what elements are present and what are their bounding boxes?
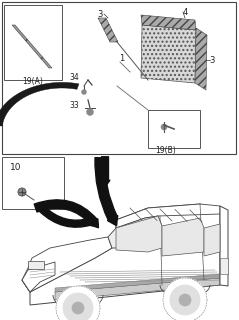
Text: 10: 10 bbox=[10, 163, 22, 172]
Polygon shape bbox=[22, 262, 55, 292]
Polygon shape bbox=[141, 15, 196, 30]
Circle shape bbox=[56, 286, 100, 320]
Bar bbox=[2, 2, 236, 154]
Polygon shape bbox=[141, 25, 196, 83]
Polygon shape bbox=[22, 237, 112, 292]
Circle shape bbox=[72, 302, 84, 314]
Text: 19(B): 19(B) bbox=[155, 146, 176, 155]
Bar bbox=[220, 258, 228, 274]
Bar bbox=[28, 261, 44, 269]
Text: 33: 33 bbox=[69, 100, 79, 109]
Polygon shape bbox=[108, 216, 162, 248]
Polygon shape bbox=[22, 204, 220, 305]
Polygon shape bbox=[195, 28, 207, 90]
Polygon shape bbox=[220, 206, 228, 286]
FancyArrowPatch shape bbox=[100, 157, 110, 187]
Polygon shape bbox=[55, 278, 220, 300]
Text: 34: 34 bbox=[69, 73, 79, 82]
Text: 3: 3 bbox=[97, 10, 103, 19]
Polygon shape bbox=[0, 83, 79, 126]
FancyArrowPatch shape bbox=[34, 200, 98, 228]
Polygon shape bbox=[116, 204, 220, 228]
Polygon shape bbox=[162, 218, 204, 256]
Text: 4: 4 bbox=[182, 8, 188, 17]
Polygon shape bbox=[12, 25, 52, 68]
Circle shape bbox=[87, 108, 93, 116]
Bar bbox=[2, 157, 64, 209]
FancyArrowPatch shape bbox=[40, 206, 98, 227]
Polygon shape bbox=[98, 18, 118, 42]
Polygon shape bbox=[116, 216, 162, 252]
Text: 3: 3 bbox=[209, 55, 215, 65]
Polygon shape bbox=[204, 224, 220, 256]
Circle shape bbox=[170, 285, 200, 315]
Circle shape bbox=[179, 294, 191, 306]
Circle shape bbox=[163, 278, 207, 320]
Bar bbox=[148, 110, 200, 148]
Bar bbox=[4, 5, 62, 80]
Circle shape bbox=[18, 188, 26, 196]
Circle shape bbox=[161, 124, 167, 130]
FancyArrowPatch shape bbox=[95, 158, 118, 226]
Text: 1: 1 bbox=[119, 53, 125, 62]
Text: 19(A): 19(A) bbox=[22, 77, 43, 86]
Polygon shape bbox=[55, 274, 220, 292]
Circle shape bbox=[63, 293, 93, 320]
Circle shape bbox=[81, 90, 87, 94]
